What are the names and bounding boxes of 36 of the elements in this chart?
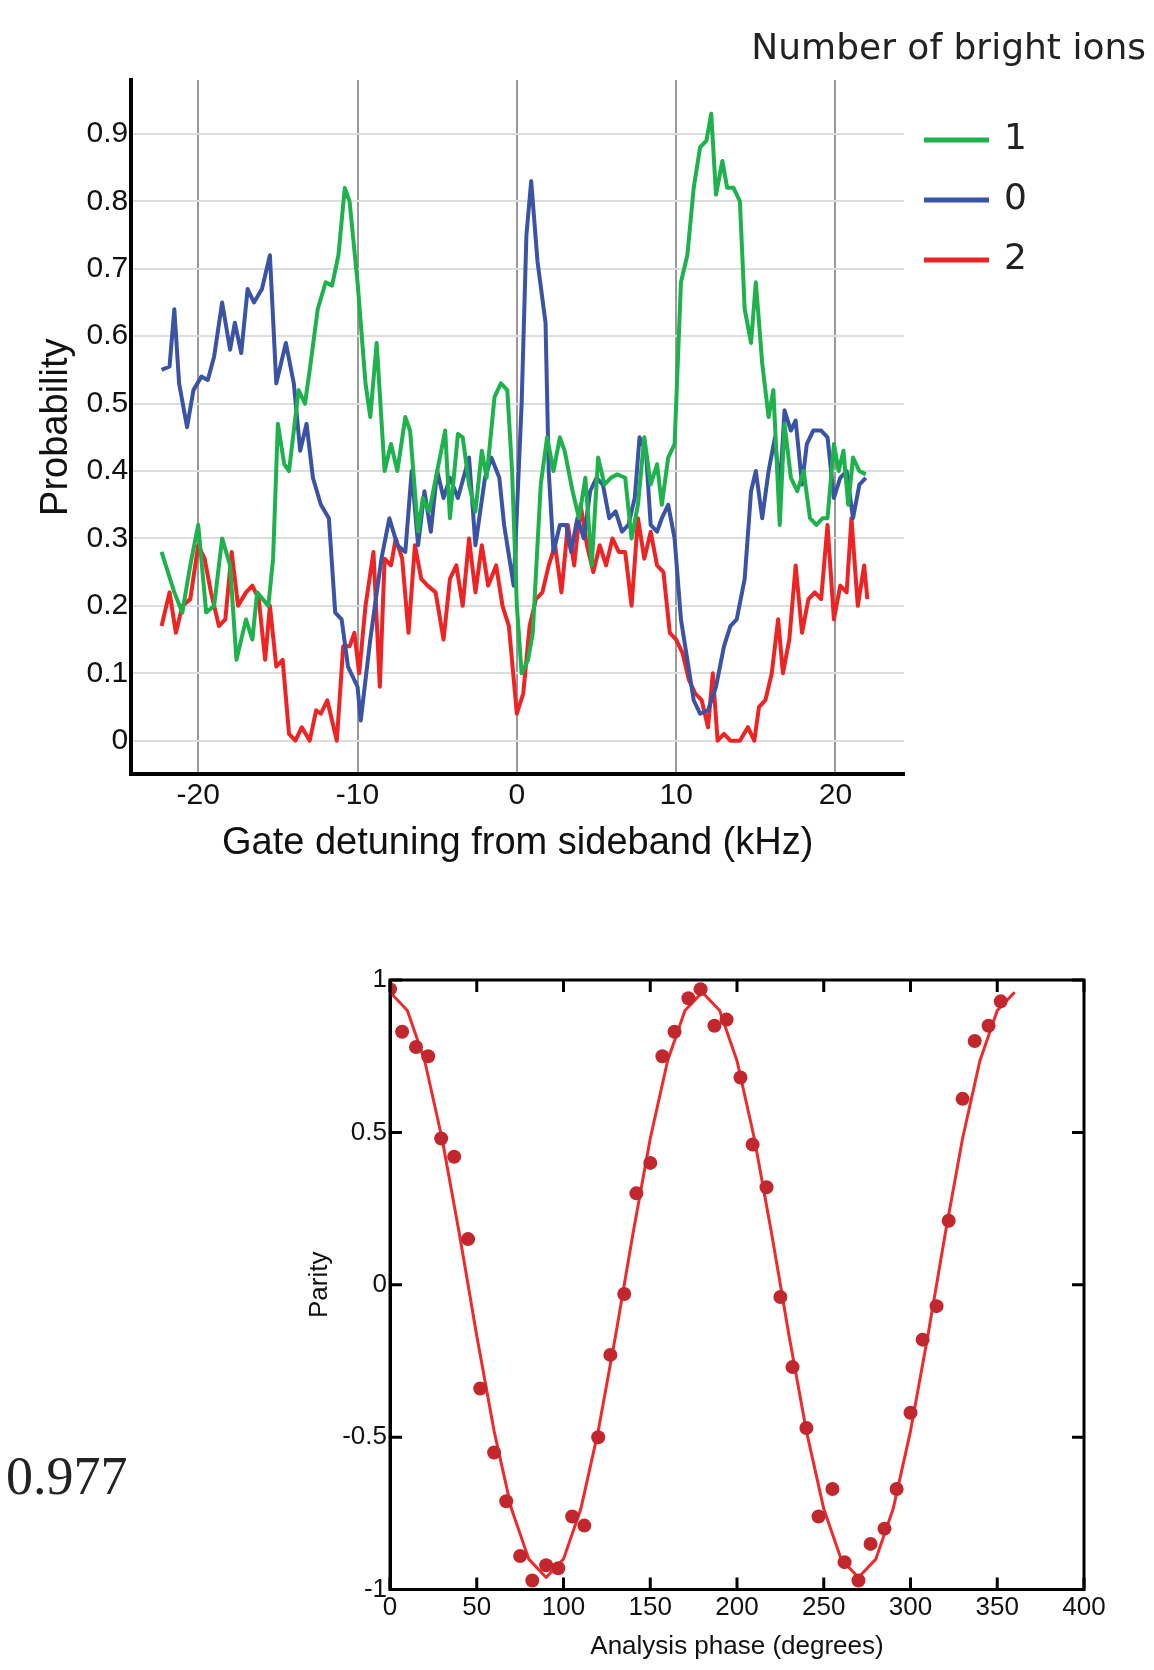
y-tick-label: 0.2 bbox=[86, 587, 129, 621]
legend-label: 1 bbox=[1004, 116, 1027, 158]
x-tick-label: 100 bbox=[541, 1591, 586, 1622]
legend-label: 0 bbox=[1004, 176, 1027, 218]
x-tick-label: 250 bbox=[802, 1591, 846, 1622]
y-tick-label: 0.5 bbox=[86, 384, 129, 418]
y-axis-title: Probability bbox=[33, 338, 76, 516]
x-tick-label: 50 bbox=[462, 1591, 492, 1622]
y-tick-label: 0.4 bbox=[86, 452, 129, 486]
x-tick-label: -20 bbox=[176, 776, 220, 810]
y-tick-label: 0.1 bbox=[86, 654, 129, 688]
y-tick-label: -0.5 bbox=[342, 1420, 387, 1451]
y-tick-label: 0 bbox=[111, 721, 129, 755]
y-tick-label: 0.8 bbox=[86, 182, 129, 216]
x-tick-label: 10 bbox=[659, 776, 693, 810]
y-tick-label: 1 bbox=[372, 963, 387, 994]
y-tick-label: 0.9 bbox=[86, 115, 129, 149]
x-tick-label: 300 bbox=[888, 1591, 933, 1622]
x-tick-label: -10 bbox=[335, 776, 380, 810]
x-axis-title: Analysis phase (degrees) bbox=[590, 1629, 884, 1660]
x-tick-label: 150 bbox=[628, 1591, 672, 1622]
x-tick-label: 0 bbox=[508, 776, 526, 810]
legend-label: 2 bbox=[1004, 236, 1027, 278]
y-tick-label: 0 bbox=[372, 1267, 387, 1298]
x-tick-label: 20 bbox=[818, 776, 853, 810]
x-tick-label: 350 bbox=[975, 1591, 1019, 1622]
y-tick-label: 0.5 bbox=[350, 1115, 387, 1146]
legend-title: Number of bright ions bbox=[751, 26, 1146, 68]
y-tick-label: 0.6 bbox=[86, 317, 129, 351]
x-tick-label: 400 bbox=[1062, 1591, 1106, 1622]
x-axis-title: Gate detuning from sideband (kHz) bbox=[221, 819, 814, 862]
y-axis-title: Parity bbox=[302, 1251, 333, 1319]
y-tick-label: 0.7 bbox=[86, 250, 129, 284]
x-tick-label: 200 bbox=[715, 1591, 759, 1622]
text: 0.977 bbox=[6, 1446, 128, 1507]
y-tick-label: 0.3 bbox=[86, 519, 129, 553]
